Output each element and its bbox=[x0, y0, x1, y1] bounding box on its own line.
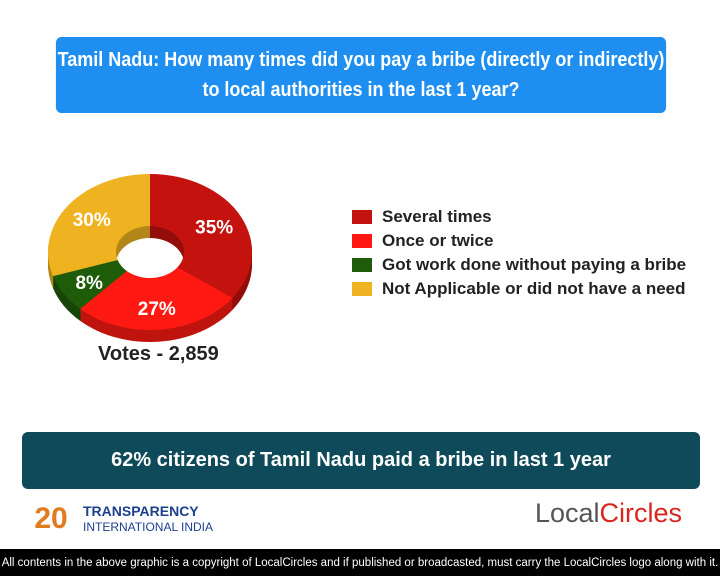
legend-item: Once or twice bbox=[352, 229, 686, 253]
legend-label: Several times bbox=[382, 207, 492, 226]
slice-label: 35% bbox=[195, 218, 233, 239]
donut-chart: 35% 27% 8% 30% bbox=[47, 174, 252, 342]
legend-label: Once or twice bbox=[382, 231, 494, 250]
legend-item: Got work done without paying a bribe bbox=[352, 253, 686, 277]
conclusion-banner: 62% citizens of Tamil Nadu paid a bribe … bbox=[22, 432, 700, 489]
slice-label: 8% bbox=[75, 273, 103, 294]
lc-part1: Local bbox=[535, 498, 600, 528]
question-banner: Tamil Nadu: How many times did you pay a… bbox=[55, 37, 667, 113]
slice-label: 27% bbox=[138, 299, 176, 320]
ti-line2: INTERNATIONAL INDIA bbox=[83, 520, 214, 534]
legend: Several times Once or twice Got work don… bbox=[352, 205, 686, 301]
slice-label: 30% bbox=[73, 210, 111, 231]
ti-number: 20 bbox=[34, 502, 68, 535]
slice-4 bbox=[47, 174, 150, 277]
legend-swatch bbox=[352, 210, 372, 224]
legend-swatch bbox=[352, 234, 372, 248]
slice-1 bbox=[150, 174, 252, 298]
legend-item: Not Applicable or did not have a need bbox=[352, 277, 686, 301]
legend-label: Got work done without paying a bribe bbox=[382, 255, 687, 274]
legend-item: Several times bbox=[352, 205, 686, 229]
legend-swatch bbox=[352, 282, 372, 296]
ti-line1: TRANSPARENCY bbox=[83, 503, 199, 519]
slice-3 bbox=[52, 260, 127, 309]
lc-part2: Circles bbox=[599, 498, 683, 528]
localcircles-logo: LocalCircles bbox=[535, 498, 682, 529]
legend-label: Not Applicable or did not have a need bbox=[382, 279, 686, 298]
question-title: Tamil Nadu: How many times did you pay a… bbox=[57, 49, 665, 101]
conclusion-text: 62% citizens of Tamil Nadu paid a bribe … bbox=[111, 449, 611, 471]
votes-count: Votes - 2,859 bbox=[98, 343, 219, 365]
legend-swatch bbox=[352, 258, 372, 272]
transparency-international-logo: 20 TRANSPARENCY INTERNATIONAL INDIA bbox=[25, 503, 213, 535]
slice-2 bbox=[80, 267, 233, 330]
copyright-footer: All contents in the above graphic is a c… bbox=[0, 549, 720, 576]
